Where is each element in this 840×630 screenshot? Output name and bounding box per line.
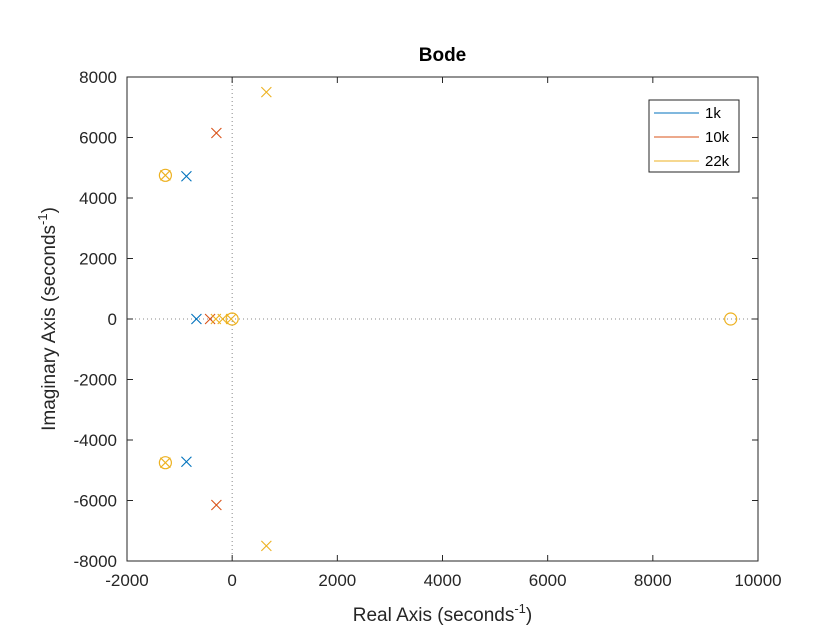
y-tick-label: -2000 — [74, 371, 117, 390]
y-axis-label-text: Imaginary Axis (seconds — [39, 225, 60, 431]
x-tick-label: 8000 — [634, 571, 672, 590]
y-axis-label-sup: -1 — [35, 213, 50, 225]
zero-marker — [158, 168, 172, 182]
y-tick-label: 8000 — [79, 68, 117, 87]
y-tick-label: 4000 — [79, 189, 117, 208]
y-tick-label: 0 — [108, 310, 117, 329]
zero-marker — [158, 456, 172, 470]
x-tick-label: 6000 — [529, 571, 567, 590]
pole-marker — [181, 456, 192, 468]
y-tick-label: 6000 — [79, 129, 117, 148]
zero-marker — [724, 312, 738, 326]
x-axis-label-sup: -1 — [514, 601, 526, 616]
legend-label: 1k — [705, 105, 721, 122]
x-tick-label: 10000 — [734, 571, 781, 590]
pole-marker — [159, 457, 171, 469]
legend-label: 22k — [705, 153, 730, 170]
y-tick-label: 2000 — [79, 250, 117, 269]
x-tick-label: -2000 — [105, 571, 148, 590]
x-tick-label: 0 — [227, 571, 236, 590]
y-axis-label: Imaginary Axis (seconds-1) — [35, 207, 60, 431]
x-tick-label: 4000 — [424, 571, 462, 590]
pole-marker — [260, 86, 272, 98]
zero-marker — [225, 312, 239, 326]
pole-marker — [260, 540, 272, 552]
chart-title: Bode — [419, 45, 467, 66]
x-axis-label: Real Axis (seconds-1) — [353, 601, 532, 626]
x-axis-label-suffix: ) — [526, 605, 532, 626]
axis-ticks: -2000 0 2000 4000 6000 8000 10000 -8000 -6000 -40… — [74, 68, 782, 590]
x-tick-label: 2000 — [318, 571, 356, 590]
legend-box — [648, 99, 740, 173]
y-tick-label: -6000 — [74, 492, 117, 511]
pole-marker — [204, 313, 216, 325]
pole-marker — [191, 313, 202, 325]
y-tick-label: -4000 — [74, 431, 117, 450]
x-axis-label-text: Real Axis (seconds — [353, 605, 515, 626]
data-marks — [158, 86, 738, 552]
reference-lines — [127, 77, 758, 561]
y-axis-label-suffix: ) — [39, 207, 60, 213]
pole-marker — [159, 169, 171, 181]
legend-label: 10k — [705, 129, 730, 146]
pole-marker — [217, 313, 229, 325]
pole-marker — [181, 170, 192, 182]
pole-marker — [211, 499, 222, 511]
legend: 1k 10k 22k — [648, 99, 740, 173]
y-tick-label: -8000 — [74, 552, 117, 571]
pole-marker — [211, 127, 222, 139]
